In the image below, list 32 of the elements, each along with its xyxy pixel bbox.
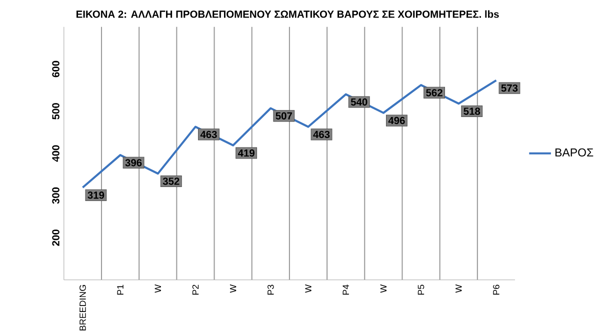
y-tick-label: 500 — [52, 102, 60, 120]
x-tick-label: W — [305, 284, 312, 293]
data-label: 496 — [388, 116, 405, 124]
data-label: 352 — [162, 177, 180, 185]
data-label: 419 — [238, 149, 254, 156]
data-label: 319 — [88, 191, 104, 199]
line-series — [82, 79, 498, 188]
y-tick-label: 200 — [52, 229, 60, 246]
legend-label: ΒΑΡΟΣ — [555, 148, 594, 156]
data-label: 463 — [313, 130, 330, 138]
x-tick-label: W — [230, 284, 236, 293]
x-tick-label: P5 — [418, 284, 424, 294]
chart-title: ΕΙΚΟΝΑ 2: ΑΛΛΑΓΗ ΠΡΟΒΛΕΠΟΜΕΝΟΥ ΣΩΜΑΤΙΚΟΥ ΒΑΡΟΥΣ ΣΕ ΧΟΙΡΟΜΗΤΕΡΕΣ. lbs — [76, 10, 499, 18]
y-tick-label: 600 — [52, 60, 60, 77]
x-tick-label: P4 — [342, 284, 349, 294]
data-label: 573 — [501, 84, 518, 92]
data-label: 507 — [276, 112, 292, 120]
x-tick-label: W — [380, 284, 387, 293]
x-tick-label: P6 — [493, 284, 500, 294]
x-tick-label: P3 — [268, 284, 274, 294]
x-tick-label: P2 — [192, 284, 199, 294]
x-tick-label: W — [154, 284, 161, 293]
data-label: 518 — [464, 107, 480, 115]
data-label: 562 — [426, 88, 442, 96]
data-label: 396 — [125, 158, 142, 166]
data-label: 463 — [200, 130, 217, 138]
y-tick-label: 300 — [52, 187, 60, 204]
x-tick-label: W — [456, 284, 462, 293]
x-tick-label: P1 — [117, 284, 124, 294]
x-tick-label: BREEDING — [80, 284, 86, 330]
data-label: 540 — [350, 98, 368, 106]
y-tick-label: 400 — [52, 145, 60, 162]
